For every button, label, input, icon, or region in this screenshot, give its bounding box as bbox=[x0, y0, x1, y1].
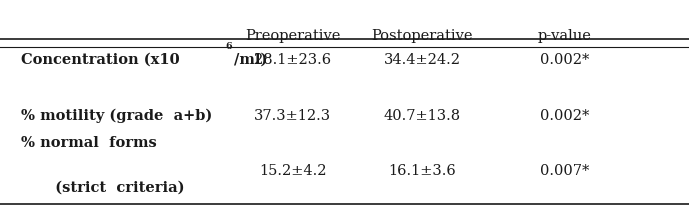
Text: 0.002*: 0.002* bbox=[540, 109, 590, 123]
Text: % motility (grade  a+b): % motility (grade a+b) bbox=[21, 109, 212, 123]
Text: Postoperative: Postoperative bbox=[371, 29, 473, 43]
Text: 16.1±3.6: 16.1±3.6 bbox=[389, 164, 456, 178]
Text: 0.002*: 0.002* bbox=[540, 53, 590, 67]
Text: (strict  criteria): (strict criteria) bbox=[45, 180, 184, 194]
Text: /ml): /ml) bbox=[234, 53, 267, 67]
Text: 0.007*: 0.007* bbox=[540, 164, 590, 178]
Text: Concentration (x10: Concentration (x10 bbox=[21, 53, 179, 67]
Text: 6: 6 bbox=[225, 42, 232, 51]
Text: % normal  forms: % normal forms bbox=[21, 136, 156, 150]
Text: 15.2±4.2: 15.2±4.2 bbox=[259, 164, 327, 178]
Text: 37.3±12.3: 37.3±12.3 bbox=[254, 109, 331, 123]
Text: p-value: p-value bbox=[538, 29, 592, 43]
Text: Preoperative: Preoperative bbox=[245, 29, 340, 43]
Text: 34.4±24.2: 34.4±24.2 bbox=[384, 53, 461, 67]
Text: 40.7±13.8: 40.7±13.8 bbox=[384, 109, 461, 123]
Text: 28.1±23.6: 28.1±23.6 bbox=[254, 53, 331, 67]
